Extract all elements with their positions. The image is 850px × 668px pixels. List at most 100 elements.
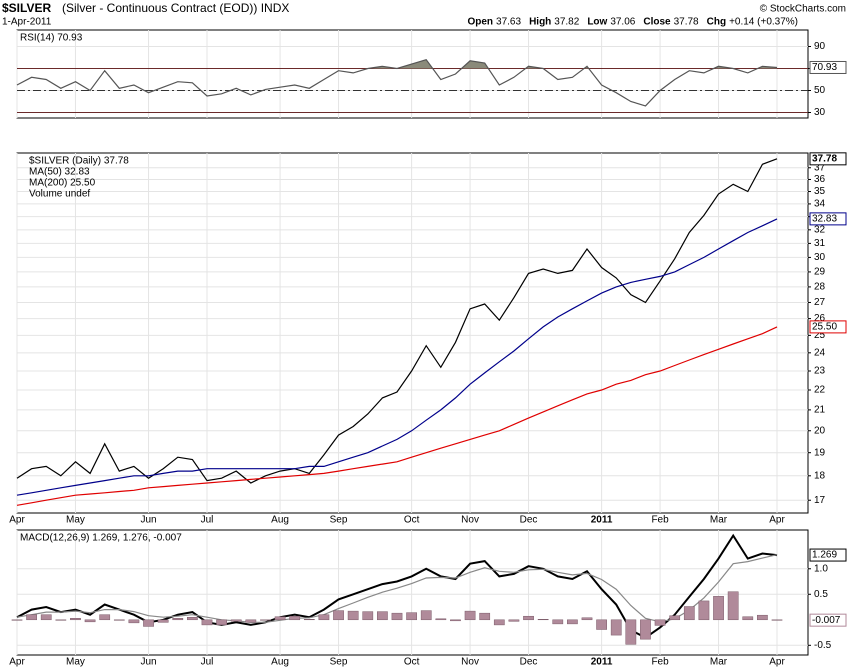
histogram-bar <box>289 615 301 621</box>
y-tick-label: 31 <box>814 238 826 249</box>
quote-value: 37.82 <box>554 17 579 28</box>
histogram-bar <box>230 619 242 622</box>
histogram-bar <box>406 612 417 621</box>
legend-entry: $SILVER (Daily) 37.78 <box>29 156 129 167</box>
x-tick-label: Nov <box>461 657 479 668</box>
histogram-bar <box>172 618 184 621</box>
panel-frame <box>16 529 809 656</box>
histogram-bar <box>552 619 564 625</box>
x-tick-label: Jul <box>201 515 214 526</box>
x-tick-label: 2011 <box>591 657 613 668</box>
y-tick-label: 37 <box>814 162 826 173</box>
quote-label: Chg <box>707 17 726 28</box>
quote-label: Close <box>643 17 671 28</box>
y-tick-label: 20 <box>814 425 826 436</box>
y-tick-label: 90 <box>814 41 826 52</box>
last-value-box <box>809 152 847 166</box>
histogram-bar <box>435 618 447 621</box>
panel-frame <box>16 152 809 514</box>
histogram-bar <box>245 619 257 623</box>
x-tick-label: Dec <box>520 657 538 668</box>
histogram-bar <box>362 611 374 621</box>
y-tick-label: 30 <box>814 107 826 118</box>
histogram-bar <box>537 619 549 621</box>
histogram-bar <box>727 591 739 621</box>
y-tick-label: 19 <box>814 447 826 458</box>
histogram-bar <box>143 619 154 627</box>
y-tick-label: 0.5 <box>814 589 828 600</box>
legend-entry: MA(50) 32.83 <box>29 167 90 178</box>
date: 1-Apr-2011 <box>2 17 52 28</box>
histogram-bar <box>26 614 37 621</box>
x-tick-label: Aug <box>271 657 289 668</box>
histogram-bar <box>377 611 388 621</box>
histogram-bar <box>260 619 271 621</box>
x-tick-label: Feb <box>651 515 669 526</box>
x-tick-label: Mar <box>710 657 728 668</box>
symbol: $SILVER <box>2 1 51 15</box>
histogram-bar <box>70 618 81 621</box>
quote-value: 37.78 <box>674 17 699 28</box>
histogram-bar <box>99 614 111 621</box>
histogram-bar <box>347 610 359 621</box>
histogram-bar <box>771 619 783 621</box>
histogram-bar <box>420 610 432 621</box>
last-value-label: -0.007 <box>812 615 841 626</box>
histogram-bar <box>567 619 578 625</box>
legend-entry: Volume undef <box>29 189 90 200</box>
y-tick-label: 25 <box>814 330 826 341</box>
y-tick-label: 24 <box>814 347 826 358</box>
last-value-box <box>809 613 847 627</box>
panel-frame <box>16 29 809 119</box>
histogram-bar <box>333 610 344 621</box>
series-line <box>16 554 778 623</box>
histogram-bar <box>274 616 286 621</box>
description: (Silver - Continuous Contract (EOD)) IND… <box>62 1 289 15</box>
credit: © StockCharts.com <box>760 4 846 15</box>
y-tick-label: 28 <box>814 282 826 293</box>
quote-value: +0.14 (+0.37%) <box>729 17 798 28</box>
y-tick-label: 26 <box>814 313 826 324</box>
x-tick-label: Jul <box>201 657 214 668</box>
y-tick-label: 32 <box>814 224 826 235</box>
x-tick-label: Apr <box>9 657 25 668</box>
last-value-box <box>809 212 847 226</box>
histogram-bar <box>757 614 768 621</box>
x-tick-label: Apr <box>769 657 785 668</box>
quote-label: Low <box>587 17 607 28</box>
histogram-bar <box>113 619 125 621</box>
quote-value: 37.63 <box>496 17 521 28</box>
histogram-bar <box>11 619 23 621</box>
histogram-bar <box>742 616 754 621</box>
series-line <box>16 218 778 496</box>
quote-label: High <box>529 17 551 28</box>
x-tick-label: Nov <box>461 515 479 526</box>
histogram-bar <box>640 619 651 640</box>
y-tick-label: 1.0 <box>814 563 828 574</box>
histogram-bar <box>625 619 637 645</box>
y-tick-label: 21 <box>814 405 826 416</box>
histogram-bar <box>596 619 607 630</box>
x-tick-label: Oct <box>404 657 420 668</box>
y-tick-label: 18 <box>814 470 826 481</box>
x-tick-label: Mar <box>710 515 728 526</box>
histogram-bar <box>713 596 724 621</box>
x-tick-label: Apr <box>9 515 25 526</box>
histogram-bar <box>698 600 710 621</box>
histogram-bar <box>40 614 52 621</box>
y-tick-label: 23 <box>814 366 826 377</box>
y-tick-label: 17 <box>814 495 826 506</box>
panel-title: MACD(12,26,9) 1.269, 1.276, -0.007 <box>20 533 182 544</box>
x-tick-label: Apr <box>769 515 785 526</box>
histogram-bar <box>318 614 330 621</box>
histogram-bar <box>581 617 593 621</box>
quote-value: 37.06 <box>610 17 635 28</box>
x-tick-label: Sep <box>330 515 348 526</box>
last-value-label: 1.269 <box>812 550 837 561</box>
histogram-bar <box>669 615 681 621</box>
last-value-box <box>809 320 847 334</box>
y-tick-label: 29 <box>814 267 826 278</box>
histogram-bar <box>493 619 505 626</box>
y-tick-label: -0.5 <box>814 640 832 651</box>
